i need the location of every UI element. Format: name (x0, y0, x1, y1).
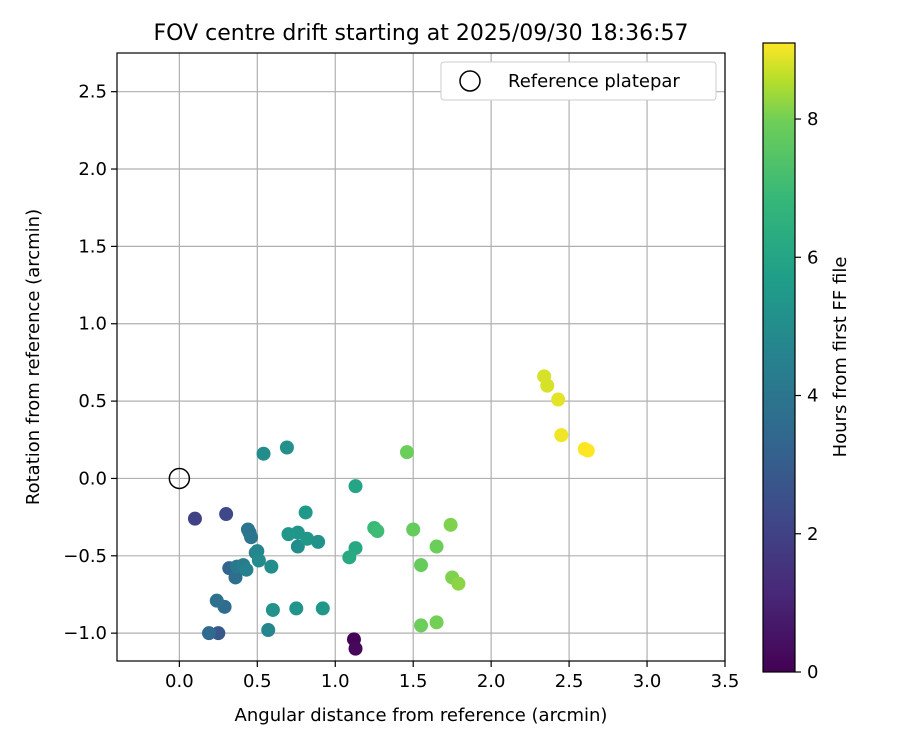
y-tick-label: 0.5 (78, 391, 107, 412)
data-point (289, 601, 304, 616)
x-axis-label: Angular distance from reference (arcmin) (235, 705, 608, 726)
colorbar-tick-label: 6 (807, 247, 818, 268)
data-point (554, 428, 569, 443)
data-point (348, 641, 363, 656)
data-point (580, 443, 595, 458)
x-tick-label: 0.0 (165, 671, 194, 692)
data-point (261, 623, 276, 638)
legend-label: Reference platepar (508, 71, 680, 92)
data-point (429, 539, 444, 554)
y-tick-label: 2.0 (78, 159, 107, 180)
data-point (244, 530, 259, 545)
data-points (187, 369, 595, 656)
x-axis-ticks: 0.0 0.5 1.0 1.5 2.0 2.5 3.0 3.5 (165, 661, 739, 692)
x-tick-label: 1.0 (321, 671, 350, 692)
x-tick-label: 3.5 (711, 671, 740, 692)
colorbar-tick-label: 4 (807, 386, 818, 407)
reference-point (168, 467, 191, 490)
colorbar-gradient (763, 43, 795, 672)
data-point (219, 507, 234, 522)
chart-title: FOV centre drift starting at 2025/09/30 … (154, 21, 689, 46)
data-point (281, 527, 296, 542)
colorbar-tick-label: 8 (807, 109, 818, 130)
y-tick-label: 2.5 (78, 82, 107, 103)
y-tick-label: 0.0 (78, 468, 107, 489)
data-point (370, 524, 385, 539)
data-point (251, 553, 266, 568)
data-point (298, 505, 313, 520)
y-tick-label: 1.0 (78, 314, 107, 335)
y-tick-label: −0.5 (63, 546, 107, 567)
x-tick-label: 1.5 (399, 671, 428, 692)
data-point (540, 378, 555, 393)
y-tick-label: −1.0 (63, 623, 107, 644)
data-point (451, 576, 466, 591)
data-point (414, 558, 428, 573)
data-point (399, 445, 414, 460)
data-point (228, 570, 243, 585)
x-tick-label: 2.0 (477, 671, 506, 692)
data-point (414, 618, 428, 633)
data-point (300, 531, 315, 546)
data-point (209, 593, 224, 608)
data-point (315, 601, 330, 616)
legend: Reference platepar (440, 61, 717, 101)
data-point (429, 615, 444, 630)
colorbar-ticks: 0 2 4 6 8 (795, 109, 818, 683)
legend-marker (459, 70, 481, 92)
x-tick-label: 2.5 (555, 671, 584, 692)
data-point (342, 550, 357, 565)
data-point (406, 522, 421, 537)
y-tick-label: 1.5 (78, 236, 107, 257)
x-tick-label: 0.5 (243, 671, 272, 692)
data-point (264, 559, 279, 574)
colorbar-tick-label: 0 (807, 662, 818, 683)
data-point (187, 511, 202, 526)
colorbar-label: Hours from first FF file (830, 257, 851, 458)
data-point (551, 392, 566, 407)
colorbar-tick-label: 2 (807, 524, 818, 545)
x-tick-label: 3.0 (633, 671, 662, 692)
colorbar-frame (762, 42, 796, 673)
legend-box (440, 61, 717, 101)
data-point (239, 562, 254, 577)
data-point (279, 440, 294, 455)
data-point (201, 626, 216, 641)
data-point (265, 602, 280, 617)
colorbar: 0 2 4 6 8 Hours from first FF file (762, 42, 851, 683)
data-point (348, 479, 363, 494)
plot-frame (116, 52, 726, 662)
y-axis-ticks: −1.0 −0.5 0.0 0.5 1.0 1.5 2.0 2.5 (63, 82, 117, 644)
data-point (311, 534, 326, 549)
data-point (443, 517, 458, 532)
data-point (290, 539, 305, 554)
data-point (256, 446, 271, 461)
y-axis-label: Rotation from reference (arcmin) (23, 209, 44, 505)
